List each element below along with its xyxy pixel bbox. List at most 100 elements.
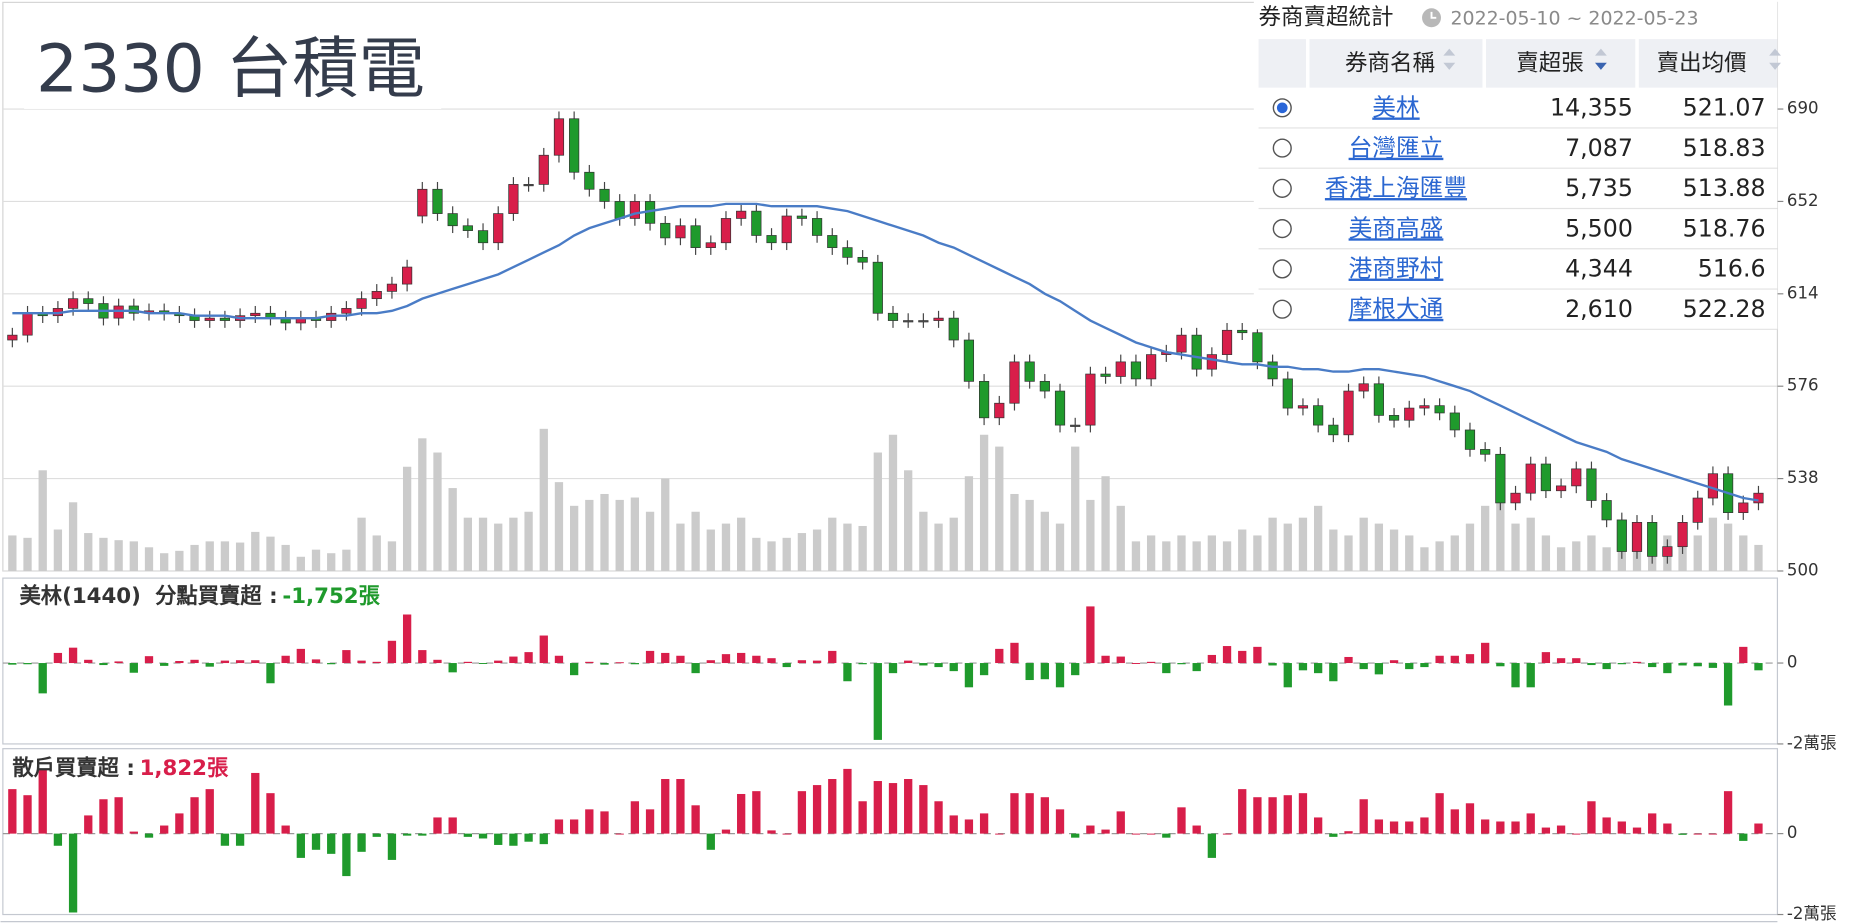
sort-icon[interactable] [1594, 48, 1607, 56]
net-bar [1511, 663, 1520, 688]
net-bar [372, 661, 381, 664]
net-bar [1131, 833, 1141, 835]
column-header[interactable]: 券商名稱 [1345, 50, 1435, 76]
broker-link[interactable]: 港商野村 [1349, 255, 1444, 283]
volume-bar [1025, 499, 1034, 571]
candle-body [1054, 390, 1066, 426]
net-bar [235, 833, 245, 846]
net-bar [1693, 833, 1702, 835]
volume-bar [797, 533, 807, 571]
net-bar [1268, 797, 1277, 834]
net-bar [630, 801, 640, 834]
net-bar [1435, 655, 1444, 664]
net-bar [220, 833, 230, 846]
net-bar [1283, 795, 1292, 834]
column-header[interactable]: 賣超張 [1516, 50, 1584, 76]
net-bar [418, 833, 427, 836]
candle-body [872, 261, 883, 314]
net-bar [1389, 821, 1399, 834]
volume-bar [1450, 535, 1459, 571]
net-bar [1116, 811, 1125, 834]
volume-bar [281, 544, 290, 571]
volume-bar [828, 517, 837, 571]
candle-body [1313, 405, 1324, 426]
net-bar [767, 830, 776, 834]
net-bar [1071, 663, 1080, 676]
avg-price: 516.6 [1698, 255, 1766, 283]
net-bar [1359, 799, 1368, 834]
y-tick-label: 538 [1787, 468, 1819, 487]
net-bar [114, 797, 123, 834]
title-box [24, 23, 442, 109]
net-bar [1405, 663, 1414, 670]
volume-bar [1526, 517, 1535, 571]
net-bar [1723, 663, 1733, 706]
candle-body [1540, 463, 1551, 492]
net-bar [84, 659, 93, 664]
candle-body [1738, 502, 1749, 513]
row-radio[interactable] [1272, 259, 1292, 279]
row-radio[interactable] [1272, 299, 1292, 319]
volume-bar [144, 547, 154, 571]
volume-bar [1222, 541, 1232, 571]
volume-bar [129, 541, 138, 571]
net-bar [342, 833, 351, 877]
candle-body [1753, 492, 1764, 504]
net-bar [554, 655, 564, 664]
row-radio[interactable] [1272, 138, 1292, 158]
sell-qty: 2,610 [1565, 295, 1633, 323]
net-bar [1632, 661, 1642, 664]
broker-link[interactable]: 台灣匯立 [1349, 134, 1444, 162]
net-bar [569, 663, 579, 676]
net-bar [1177, 807, 1186, 834]
row-radio[interactable] [1272, 219, 1292, 239]
candle-body [128, 305, 139, 314]
sort-icon-active[interactable] [1594, 62, 1607, 70]
net-bar [433, 659, 442, 664]
volume-bar [1238, 529, 1247, 571]
volume-bar [1723, 523, 1733, 571]
net-bar [1253, 797, 1262, 834]
net-bar [600, 811, 609, 834]
net-bar [1739, 833, 1748, 841]
header-cell[interactable] [1638, 39, 1778, 88]
row-radio-dot[interactable] [1276, 102, 1288, 114]
net-bar [919, 785, 928, 834]
broker-table: 券商賣超統計 2022-05-10 ~ 2022-05-23 券商名稱 賣超張 賣出… [1253, 0, 1781, 330]
broker-link[interactable]: 美商高盛 [1349, 214, 1444, 242]
net-bar [144, 833, 154, 838]
candle-body [447, 213, 458, 227]
broker-link[interactable]: 香港上海匯豐 [1325, 174, 1467, 202]
candle-body [1662, 546, 1673, 557]
candle-body [690, 225, 701, 248]
candle-body [827, 235, 838, 248]
sort-icon[interactable] [1769, 48, 1781, 70]
volume-bar [1313, 505, 1323, 571]
volume-bar [539, 428, 548, 571]
header-cell[interactable] [1486, 39, 1636, 88]
net-bar [1648, 813, 1657, 834]
sort-icon[interactable] [1443, 48, 1456, 70]
candle-body [219, 317, 231, 321]
candle-body [1100, 373, 1111, 377]
row-radio[interactable] [1272, 178, 1292, 198]
net-bar [68, 647, 78, 664]
net-bar [1496, 663, 1505, 667]
candle-body [1434, 405, 1445, 414]
candle-body [1555, 485, 1567, 492]
column-header[interactable]: 賣出均價 [1657, 50, 1747, 76]
candle-body [994, 402, 1005, 419]
net-bar [84, 815, 93, 834]
net-bar [144, 656, 154, 664]
volume-bar [721, 523, 731, 571]
broker-link[interactable]: 摩根大通 [1349, 295, 1444, 323]
volume-bar [1359, 517, 1368, 571]
net-bar [1541, 827, 1551, 834]
broker-link[interactable]: 美林 [1372, 93, 1419, 121]
net-bar [721, 654, 731, 664]
net-bar [1617, 821, 1626, 834]
net-bar [858, 801, 867, 834]
net-bar [1708, 833, 1718, 835]
